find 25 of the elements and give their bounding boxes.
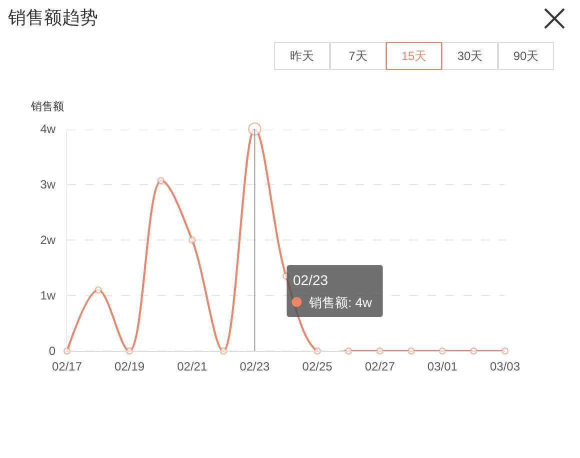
- point: [188, 236, 196, 244]
- x-tick-label: 02/27: [364, 359, 396, 374]
- y-axis-title: 销售额: [30, 100, 64, 113]
- button: 90天: [498, 42, 554, 70]
- button: 30天: [442, 42, 498, 70]
- y-tick-label: 2w: [40, 233, 56, 248]
- y-tick-label: 4w: [40, 122, 56, 136]
- x-tick-label: 03/03: [490, 359, 520, 374]
- x-tick-label: 02/25: [302, 359, 333, 374]
- y-tick-label: 3w: [40, 178, 56, 192]
- point: [502, 348, 508, 354]
- x-tick-label: 02/19: [114, 359, 145, 374]
- button: 15天: [386, 42, 442, 70]
- button: 昨天: [274, 42, 330, 70]
- x-tick-label: 03/01: [427, 359, 458, 374]
- x-tick-label: 02/17: [52, 359, 82, 374]
- x-tick-label: 02/23: [240, 359, 270, 374]
- point: [94, 286, 102, 294]
- button: 7天: [330, 42, 386, 70]
- y-tick-label: 0: [48, 344, 56, 358]
- point: [157, 177, 164, 184]
- x-tick-label: 02/21: [177, 359, 208, 374]
- y-tick-label: 1w: [40, 288, 56, 303]
- chart-title: 销售额趋势: [7, 7, 98, 28]
- annotation: 02/23 销售额: 4w: [293, 272, 372, 310]
